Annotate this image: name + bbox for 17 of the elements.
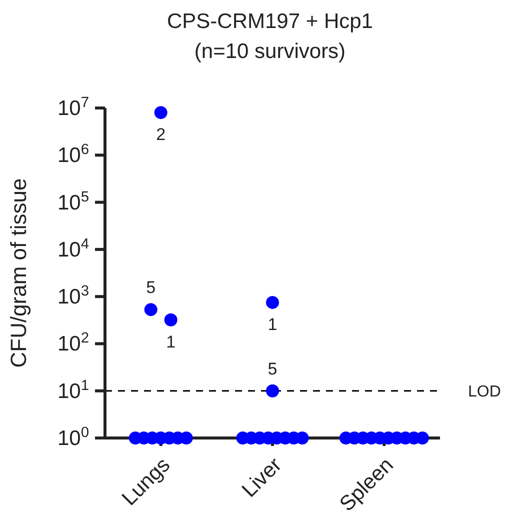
y-tick-label: 10$^{1}$ [57,378,89,403]
y-tick-label: 10$^{6}$ [57,142,89,168]
annotation: 2 [156,125,166,144]
chart-subtitle: (n=10 survivors) [193,40,347,64]
y-tick-label: 10$^{4}$ [57,236,89,262]
annotation: 5 [268,359,278,378]
y-tick-label: 10$^{7}$ [57,95,89,120]
y-tick-label: 10$^{5}$ [57,189,89,214]
y-tick-label: 10$^{0}$ [57,425,89,450]
ref-line-label: LOD [468,384,501,401]
annotation: 1 [166,332,176,352]
y-axis-title: CFU/gram of tissue [6,178,31,368]
annotation: 5 [146,278,156,298]
y-tick-label: 10$^{2}$ [57,330,89,356]
chart-title: CPS-CRM197 + Hcp1 [166,10,374,34]
annotation: 1 [268,314,278,334]
y-tick-label: 10$^{3}$ [57,284,89,309]
